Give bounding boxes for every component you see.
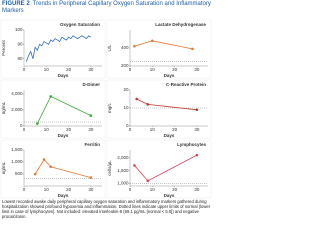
data-point <box>36 122 39 125</box>
x-tick-label: 0 <box>23 127 26 132</box>
data-point <box>42 158 46 161</box>
x-tick-label: 10 <box>44 187 50 192</box>
data-point <box>89 114 93 117</box>
panel-title: Lactate Dehydrogenase <box>155 22 206 27</box>
y-tick-label: 10 <box>123 105 129 110</box>
y-tick-label: 0 <box>126 123 129 128</box>
y-tick-label: 1,500 <box>11 147 23 152</box>
y-tick-label: 4,000 <box>11 91 23 96</box>
x-tick-label: 0 <box>129 187 132 192</box>
data-point <box>195 153 199 157</box>
x-axis-label: Days <box>164 193 175 198</box>
data-line <box>34 158 91 178</box>
data-line <box>25 35 92 62</box>
x-tick-label: 30 <box>194 67 200 72</box>
y-tick-label: 100 <box>15 27 23 32</box>
figure-header: FIGURE 2 Trends in Peripheral Capillary O… <box>2 1 211 15</box>
x-tick-label: 20 <box>172 67 178 72</box>
x-axis-label: Days <box>58 193 69 198</box>
y-tick-label: 20 <box>123 87 129 92</box>
x-tick-label: 0 <box>129 127 132 132</box>
panel-title: Lymphocytes <box>177 142 206 147</box>
data-point <box>195 108 199 112</box>
x-tick-label: 20 <box>66 127 72 132</box>
x-tick-label: 0 <box>23 67 26 72</box>
y-tick-label: 200 <box>121 63 129 68</box>
x-tick-label: 10 <box>150 67 156 72</box>
data-point <box>33 172 37 176</box>
x-tick-label: 0 <box>129 67 132 72</box>
data-point <box>146 179 150 183</box>
data-point <box>133 44 136 48</box>
y-axis-label: Percent <box>1 39 6 55</box>
y-tick-label: 1,500 <box>117 168 129 173</box>
data-point <box>191 47 194 51</box>
data-point <box>135 97 138 101</box>
panel-title: Ferritin <box>84 142 100 147</box>
figure-label: FIGURE 2 <box>2 1 30 7</box>
y-axis-label: U/L <box>107 44 112 52</box>
y-tick-label: 500 <box>15 171 23 176</box>
data-point <box>150 39 154 43</box>
x-tick-label: 30 <box>194 127 200 132</box>
x-axis-label: Days <box>58 133 69 138</box>
x-tick-label: 30 <box>88 187 94 192</box>
y-tick-label: 400 <box>121 45 129 50</box>
x-tick-label: 20 <box>172 187 178 192</box>
panel <box>0 19 106 79</box>
data-point <box>146 103 150 106</box>
data-point <box>49 165 53 169</box>
x-tick-label: 20 <box>66 187 72 192</box>
y-tick-label: 90 <box>17 42 23 47</box>
x-tick-label: 30 <box>194 187 200 192</box>
y-axis-label: mg/L <box>107 103 112 114</box>
data-point <box>49 95 53 98</box>
x-tick-label: 20 <box>66 67 72 72</box>
y-tick-label: 1,000 <box>117 181 129 186</box>
x-tick-label: 30 <box>88 67 94 72</box>
x-axis-label: Days <box>164 133 175 138</box>
panel <box>106 79 212 139</box>
y-axis-label: cells/µL <box>107 160 112 176</box>
panel <box>106 139 212 199</box>
y-tick-label: 1,000 <box>11 159 23 164</box>
x-tick-label: 10 <box>44 127 50 132</box>
x-tick-label: 10 <box>44 67 50 72</box>
data-point <box>133 164 136 167</box>
x-axis-label: Days <box>164 73 175 78</box>
page: FIGURE 2 Trends in Peripheral Capillary O… <box>0 0 213 220</box>
x-tick-label: 10 <box>150 187 156 192</box>
y-tick-label: 80 <box>17 56 23 61</box>
y-axis-label: ng/mL <box>1 101 6 114</box>
data-point <box>89 176 93 179</box>
y-tick-label: 2,000 <box>117 155 129 160</box>
x-axis-label: Days <box>58 73 69 78</box>
panel <box>0 79 106 139</box>
panel <box>0 139 106 199</box>
panel-title: C-Reactive Protein <box>166 82 206 87</box>
y-axis-label: ng/mL <box>1 161 6 174</box>
y-tick-label: 2,000 <box>11 107 23 112</box>
caption: Lowest recorded awake daily peripheral c… <box>2 199 211 219</box>
x-tick-label: 0 <box>23 187 26 192</box>
x-tick-label: 20 <box>172 127 178 132</box>
figure-title: Trends in Peripheral Capillary Oxygen Sa… <box>2 1 211 14</box>
y-tick-label: 0 <box>20 123 23 128</box>
panel-title: Oxygen Saturation <box>60 22 100 27</box>
x-tick-label: 30 <box>88 127 94 132</box>
x-tick-label: 10 <box>150 127 156 132</box>
panel-title: D-Dimer <box>82 82 100 87</box>
